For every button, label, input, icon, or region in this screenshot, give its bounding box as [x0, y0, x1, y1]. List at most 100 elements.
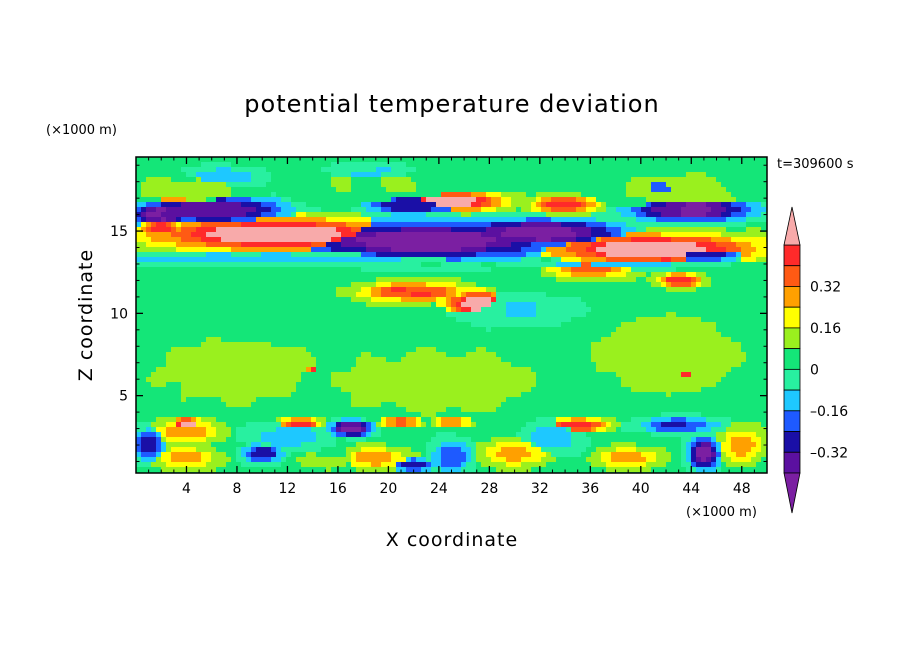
- heatmap-cell: [181, 317, 187, 323]
- heatmap-cell: [181, 207, 187, 213]
- heatmap-cell: [546, 252, 552, 258]
- heatmap-cell: [251, 247, 257, 253]
- heatmap-cell: [151, 352, 157, 358]
- heatmap-cell: [571, 282, 577, 288]
- heatmap-cell: [486, 317, 492, 323]
- heatmap-cell: [651, 287, 657, 293]
- heatmap-cell: [166, 182, 172, 188]
- heatmap-cell: [251, 262, 257, 268]
- heatmap-cell: [421, 232, 427, 238]
- heatmap-cell: [486, 277, 492, 283]
- heatmap-cell: [416, 317, 422, 323]
- heatmap-cell: [241, 177, 247, 183]
- heatmap-cell: [491, 242, 497, 248]
- heatmap-cell: [731, 257, 737, 263]
- heatmap-cell: [636, 252, 642, 258]
- heatmap-cell: [196, 232, 202, 238]
- heatmap-cell: [751, 282, 757, 288]
- heatmap-cell: [711, 197, 717, 203]
- heatmap-cell: [481, 217, 487, 223]
- heatmap-cell: [481, 312, 487, 318]
- heatmap-cell: [306, 237, 312, 243]
- heatmap-cell: [356, 257, 362, 263]
- heatmap-cell: [586, 217, 592, 223]
- heatmap-cell: [406, 222, 412, 228]
- heatmap-cell: [191, 302, 197, 308]
- heatmap-cell: [161, 352, 167, 358]
- heatmap-cell: [746, 297, 752, 303]
- heatmap-cell: [226, 157, 232, 163]
- heatmap-cell: [376, 332, 382, 338]
- heatmap-cell: [341, 192, 347, 198]
- heatmap-cell: [446, 287, 452, 293]
- heatmap-cell: [241, 277, 247, 283]
- heatmap-cell: [216, 227, 222, 233]
- heatmap-cell: [266, 207, 272, 213]
- heatmap-cell: [761, 182, 767, 188]
- heatmap-cell: [501, 307, 507, 313]
- heatmap-cell: [386, 247, 392, 253]
- heatmap-cell: [536, 212, 542, 218]
- heatmap-cell: [451, 192, 457, 198]
- heatmap-cell: [751, 182, 757, 188]
- heatmap-cell: [411, 222, 417, 228]
- heatmap-cell: [461, 332, 467, 338]
- heatmap-cell: [721, 282, 727, 288]
- heatmap-cell: [321, 172, 327, 178]
- heatmap-cell: [146, 177, 152, 183]
- heatmap-cell: [681, 182, 687, 188]
- heatmap-cell: [356, 337, 362, 343]
- heatmap-cell: [681, 227, 687, 233]
- heatmap-cell: [146, 237, 152, 243]
- heatmap-cell: [276, 297, 282, 303]
- heatmap-cell: [416, 332, 422, 338]
- heatmap-cell: [611, 282, 617, 288]
- heatmap-cell: [356, 332, 362, 338]
- heatmap-cell: [456, 172, 462, 178]
- heatmap-cell: [306, 247, 312, 253]
- heatmap-cell: [451, 292, 457, 298]
- heatmap-cell: [676, 232, 682, 238]
- heatmap-cell: [401, 297, 407, 303]
- heatmap-cell: [441, 172, 447, 178]
- heatmap-cell: [171, 202, 177, 208]
- heatmap-cell: [231, 262, 237, 268]
- heatmap-cell: [321, 167, 327, 173]
- heatmap-cell: [476, 182, 482, 188]
- heatmap-cell: [676, 262, 682, 268]
- heatmap-cell: [526, 297, 532, 303]
- heatmap-cell: [661, 162, 667, 168]
- heatmap-cell: [426, 252, 432, 258]
- heatmap-cell: [461, 252, 467, 258]
- heatmap-cell: [361, 227, 367, 233]
- heatmap-cell: [331, 317, 337, 323]
- heatmap-cell: [336, 312, 342, 318]
- heatmap-cell: [396, 242, 402, 248]
- heatmap-cell: [556, 237, 562, 243]
- heatmap-cell: [641, 332, 647, 338]
- heatmap-cell: [466, 167, 472, 173]
- heatmap-cell: [271, 182, 277, 188]
- heatmap-cell: [426, 227, 432, 233]
- heatmap-cell: [286, 312, 292, 318]
- heatmap-cell: [741, 162, 747, 168]
- heatmap-cell: [206, 332, 212, 338]
- heatmap-cell: [226, 242, 232, 248]
- heatmap-cell: [316, 312, 322, 318]
- heatmap-cell: [711, 267, 717, 273]
- heatmap-cell: [621, 242, 627, 248]
- heatmap-cell: [556, 172, 562, 178]
- heatmap-cell: [236, 227, 242, 233]
- heatmap-cell: [501, 182, 507, 188]
- heatmap-cell: [461, 167, 467, 173]
- heatmap-cell: [446, 217, 452, 223]
- heatmap-cell: [501, 347, 507, 353]
- heatmap-cell: [501, 292, 507, 298]
- heatmap-cell: [316, 272, 322, 278]
- heatmap-cell: [356, 222, 362, 228]
- heatmap-cell: [651, 322, 657, 328]
- heatmap-cell: [696, 172, 702, 178]
- heatmap-cell: [761, 222, 767, 228]
- heatmap-cell: [221, 177, 227, 183]
- heatmap-cell: [251, 267, 257, 273]
